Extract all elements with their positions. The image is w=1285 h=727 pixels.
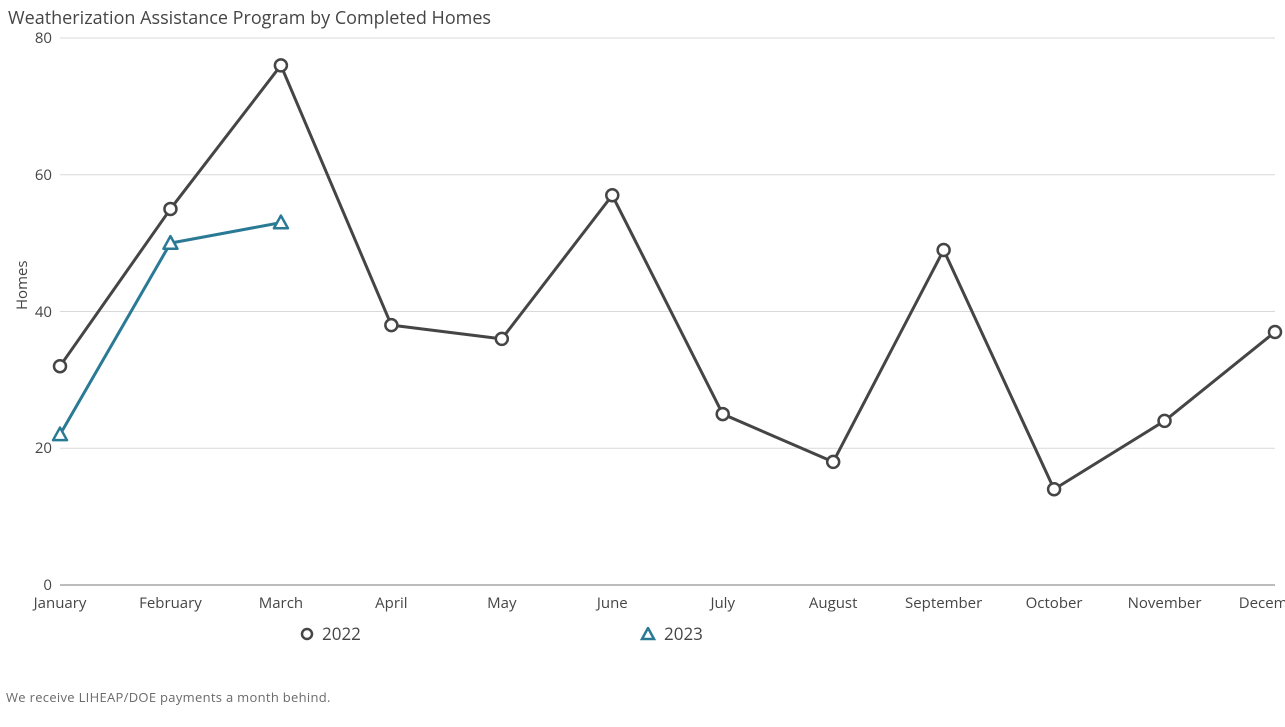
x-tick-label: September	[905, 593, 982, 613]
y-tick-label: 60	[22, 165, 52, 185]
chart-plot	[0, 0, 1285, 727]
y-tick-label: 40	[22, 302, 52, 322]
circle-marker-icon	[300, 627, 314, 641]
triangle-marker-icon	[640, 627, 656, 641]
x-tick-label: December	[1239, 593, 1285, 613]
y-tick-label: 20	[22, 438, 52, 458]
x-tick-label: May	[487, 593, 516, 613]
x-tick-label: June	[597, 593, 628, 613]
chart-container: Weatherization Assistance Program by Com…	[0, 0, 1285, 727]
y-tick-label: 80	[22, 28, 52, 48]
legend-item-2022: 2022	[300, 622, 361, 645]
x-tick-label: February	[139, 593, 202, 613]
legend-label: 2022	[322, 622, 361, 645]
x-tick-label: March	[259, 593, 303, 613]
y-tick-label: 0	[22, 575, 52, 595]
x-tick-label: October	[1026, 593, 1083, 613]
legend-label: 2023	[664, 622, 703, 645]
chart-footnote: We receive LIHEAP/DOE payments a month b…	[6, 688, 331, 706]
legend-item-2023: 2023	[640, 622, 703, 645]
x-tick-label: January	[34, 593, 87, 613]
x-tick-label: April	[375, 593, 407, 613]
x-tick-label: August	[809, 593, 858, 613]
x-tick-label: July	[710, 593, 735, 613]
x-tick-label: November	[1128, 593, 1202, 613]
